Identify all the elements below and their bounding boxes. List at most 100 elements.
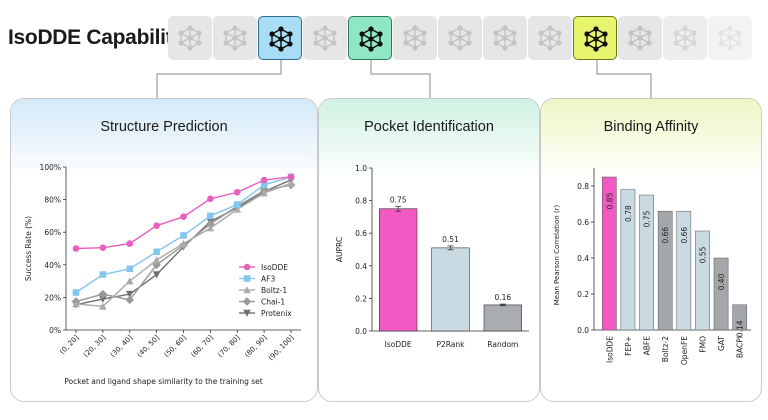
y-tick-label: 0% [49, 326, 61, 335]
molecule-graph-icon [359, 26, 383, 52]
highlighted-model-tile [348, 16, 392, 60]
data-label: 0.40 [717, 273, 726, 290]
data-point [287, 179, 295, 187]
data-point [243, 286, 251, 294]
model-tile [168, 16, 212, 60]
data-point [99, 244, 107, 251]
molecule-graph-icon [493, 25, 517, 51]
data-label: 0.55 [698, 246, 707, 263]
bar [676, 210, 692, 331]
y-tick-label: 0.2 [355, 294, 367, 303]
x-tick-label: (0, 20] [58, 334, 80, 356]
molecule-graph-icon [673, 25, 697, 51]
molecule-graph-icon [628, 25, 652, 51]
panel-header [319, 99, 539, 179]
series-boltz-1 [72, 179, 295, 310]
model-tile [393, 16, 437, 60]
data-point [125, 290, 134, 298]
y-tick-label: 0.8 [355, 197, 367, 206]
highlighted-model-tile [573, 16, 617, 60]
data-label: 0.14 [736, 320, 745, 337]
data-point [126, 265, 134, 273]
x-tick-label: BACPI [736, 336, 745, 358]
data-point [153, 248, 160, 256]
binding-affinity-chart: 0.0 0.2 0.4 0.6 0.8 Mean Pearson Correlation … [553, 168, 751, 365]
molecule-graph-icon [718, 25, 742, 51]
y-tick-label: 100% [40, 163, 61, 172]
data-label: 0.16 [494, 293, 511, 302]
x-tick-label: IsoDDE [385, 340, 412, 349]
data-point [126, 240, 134, 247]
legend-entry: Boltz-1 [261, 286, 287, 295]
model-tile [438, 16, 482, 60]
y-tick-label: 0.2 [577, 290, 589, 299]
data-point [260, 181, 268, 189]
bar [639, 194, 654, 331]
data-point [72, 245, 80, 252]
connector-structure [156, 60, 282, 98]
highlighted-model-tile [258, 16, 302, 60]
data-point [98, 289, 108, 299]
data-point [233, 188, 241, 196]
data-point [179, 239, 188, 247]
data-label: 0.51 [442, 235, 459, 244]
x-axis-label: Pocket and ligand shape similarity to th… [64, 377, 262, 386]
data-point [125, 295, 135, 305]
bar [483, 304, 522, 332]
x-tick-label: FMO [698, 336, 707, 353]
data-point [260, 176, 268, 184]
structure-prediction-chart: 0% 20% 40% 60% 80% 100% (0, 20] (20, 30] (30, 40… [24, 163, 301, 386]
data-point [72, 300, 80, 308]
bar [601, 176, 617, 331]
connector-pocket [370, 60, 431, 98]
y-tick-label: 80% [44, 196, 61, 205]
y-tick-label: 0.0 [355, 327, 367, 336]
series-isodde [72, 173, 295, 252]
pocket-identification-chart: 0.0 0.2 0.4 0.6 0.8 1.0 AUPRC 0.75 IsoDDE 0.51 P2R… [335, 164, 529, 349]
molecule-graph-icon [223, 25, 247, 51]
model-tile [618, 16, 662, 60]
x-tick-label: (70, 80] [216, 334, 241, 359]
y-tick-label: 1.0 [355, 164, 367, 173]
y-tick-label: 0.4 [577, 254, 589, 263]
structure-prediction-panel: Structure Prediction 0% 20% 40% 60% 80% 100% (… [10, 98, 318, 402]
data-label: 0.75 [390, 195, 407, 204]
x-tick-label: FEP+ [624, 336, 633, 356]
data-point [180, 232, 187, 239]
bar [732, 304, 748, 331]
data-label: 0.75 [643, 210, 652, 227]
data-point [207, 195, 214, 203]
x-tick-label: (40, 50] [136, 334, 161, 359]
data-point [287, 173, 295, 181]
data-label: 0.85 [605, 192, 614, 209]
bar [713, 257, 729, 331]
x-tick-label: P2Rank [436, 340, 465, 349]
panel-title: Structure Prediction [100, 119, 228, 135]
bar [695, 230, 710, 331]
molecule-graph-icon [584, 26, 608, 52]
data-point [99, 302, 107, 310]
legend-entry: AF3 [261, 275, 275, 284]
data-point [72, 289, 80, 296]
y-tick-label: 0.8 [577, 182, 589, 191]
panel-header [11, 99, 317, 179]
pocket-identification-panel: Pocket Identification 0.0 0.2 0.4 0.6 0.8 1.0… [318, 98, 540, 402]
data-point [125, 277, 134, 285]
legend-entry: IsoDDE [261, 263, 288, 272]
molecule-graph-icon [538, 25, 562, 51]
model-tile [663, 16, 707, 60]
model-tile [528, 16, 572, 60]
y-axis-label: Success Rate (%) [24, 216, 33, 281]
molecule-graph-icon [269, 26, 293, 52]
data-point [233, 201, 241, 208]
bar [379, 208, 418, 332]
data-point [207, 212, 214, 220]
model-tile [213, 16, 257, 60]
y-axis-label: Mean Pearson Correlation (r) [553, 204, 561, 305]
binding-affinity-panel: Binding Affinity 0.0 0.2 0.4 0.6 0.8 Mean Pea… [540, 98, 762, 402]
x-tick-label: (20, 30] [82, 334, 107, 359]
x-tick-label: (30, 40] [109, 334, 134, 359]
panel-title: Binding Affinity [603, 119, 699, 135]
data-point [152, 256, 161, 264]
x-tick-label: OpenFE [680, 336, 689, 365]
